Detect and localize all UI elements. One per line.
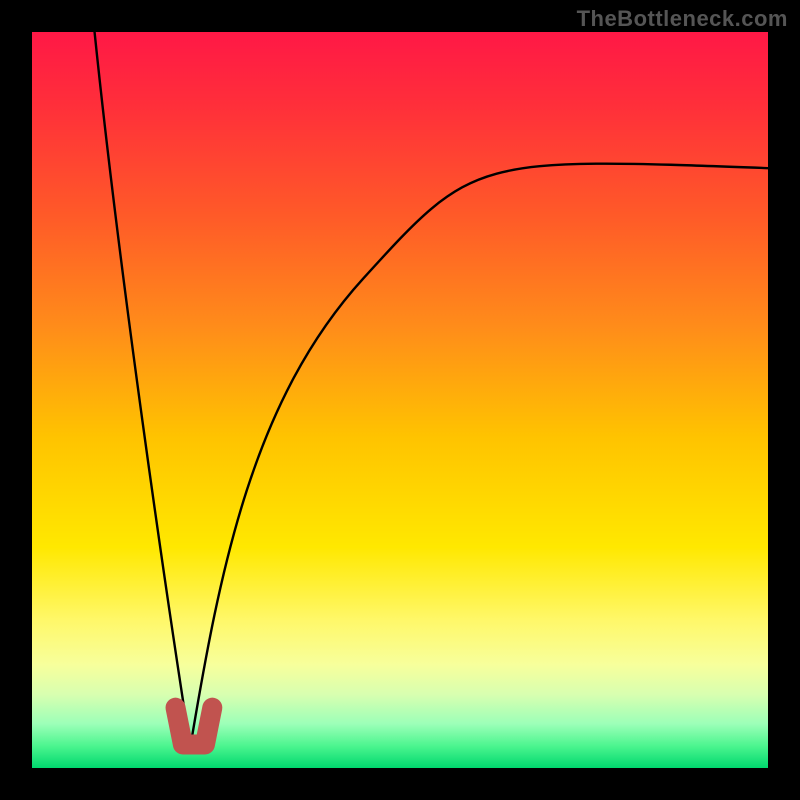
chart-container: TheBottleneck.com <box>0 0 800 800</box>
watermark-text: TheBottleneck.com <box>577 6 788 32</box>
plot-background <box>32 32 768 768</box>
chart-svg <box>0 0 800 800</box>
